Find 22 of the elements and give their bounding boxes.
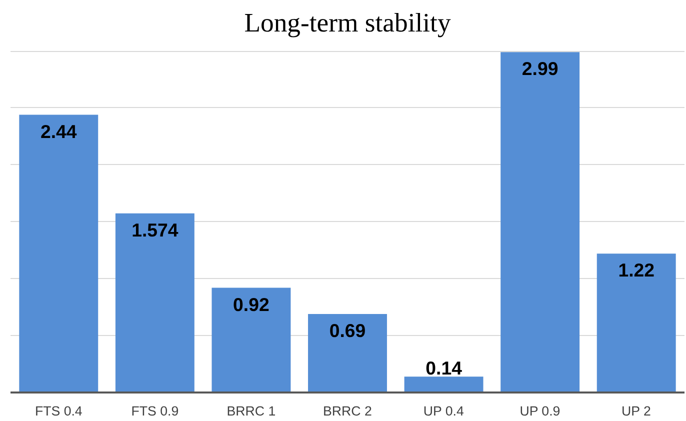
bar <box>308 314 387 392</box>
data-label: 0.69 <box>329 320 366 341</box>
x-tick-label: UP 0.9 <box>520 404 560 418</box>
data-label: 0.92 <box>233 294 270 315</box>
bar <box>500 52 580 392</box>
data-label: 2.99 <box>522 58 558 80</box>
bar <box>115 213 194 392</box>
x-tick-label: FTS 0.9 <box>131 404 179 418</box>
data-label: 1.574 <box>132 219 179 240</box>
x-tick-label: BRRC 1 <box>226 404 276 418</box>
x-tick-label: UP 0.4 <box>423 404 465 418</box>
data-label: 0.14 <box>426 358 463 379</box>
data-label: 2.44 <box>40 120 78 142</box>
data-label: 1.22 <box>618 260 655 281</box>
x-tick-label: BRRC 2 <box>323 404 372 418</box>
x-tick-label: FTS 0.4 <box>34 404 83 418</box>
bar <box>596 254 676 392</box>
x-tick-label: UP 2 <box>622 404 651 418</box>
bar <box>19 114 98 392</box>
bar <box>404 376 484 392</box>
chart-title: Long-term stability <box>244 8 452 38</box>
bar <box>212 288 291 392</box>
